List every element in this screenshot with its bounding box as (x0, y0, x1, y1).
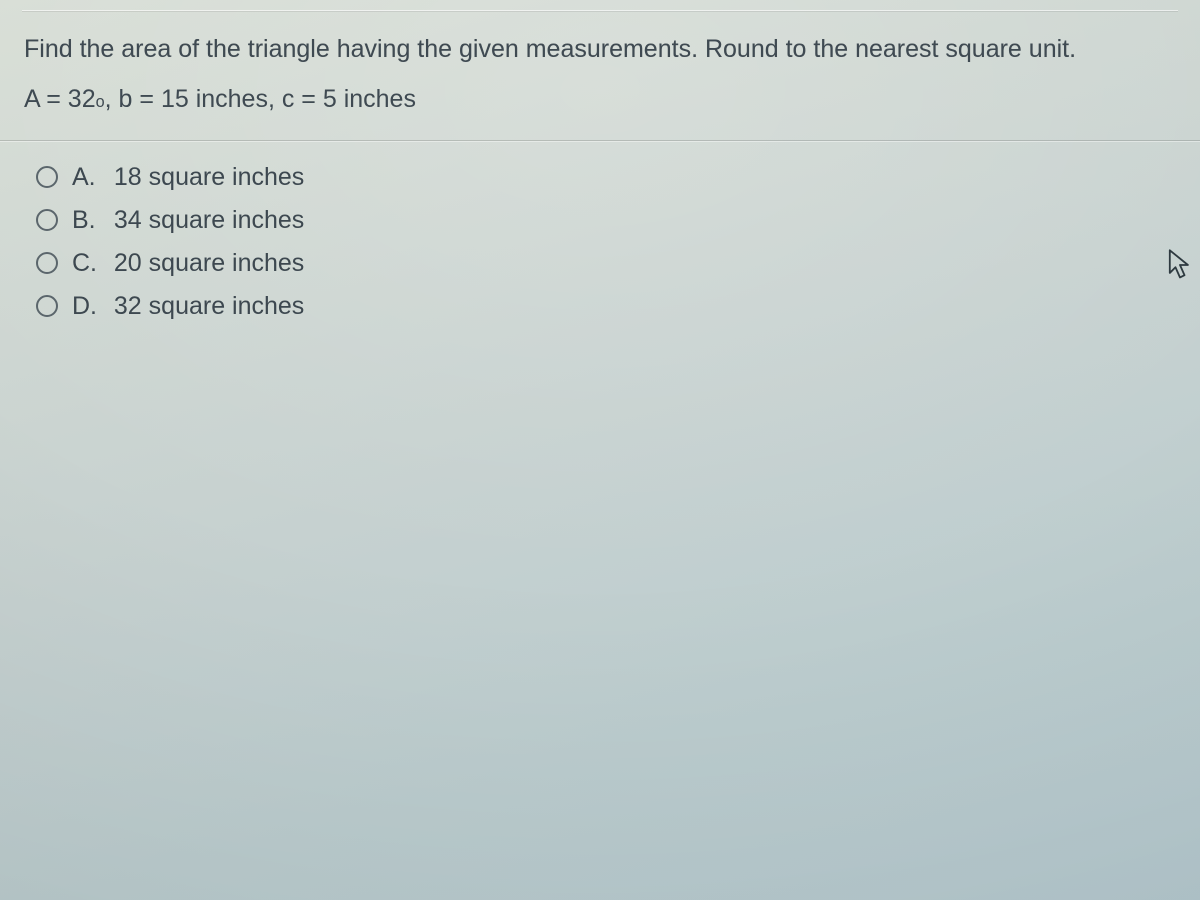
question-given: A = 32o, b = 15 inches, c = 5 inches (24, 85, 1176, 114)
given-prefix: A = 32 (24, 85, 96, 114)
option-c[interactable]: C. 20 square inches (36, 249, 1176, 278)
radio-a[interactable] (36, 166, 58, 188)
radio-b[interactable] (36, 209, 58, 231)
answers-block: A. 18 square inches B. 34 square inches … (0, 141, 1200, 321)
option-c-letter: C. (72, 249, 100, 278)
degree-symbol: o (96, 93, 105, 112)
option-a-text: 18 square inches (114, 163, 304, 191)
option-b[interactable]: B. 34 square inches (36, 206, 1176, 235)
option-d-text: 32 square inches (114, 292, 304, 320)
option-a-letter: A. (72, 163, 100, 192)
option-a-label: A. 18 square inches (72, 163, 304, 192)
option-c-text: 20 square inches (114, 249, 304, 277)
option-d[interactable]: D. 32 square inches (36, 292, 1176, 321)
question-panel: Find the area of the triangle having the… (0, 10, 1200, 335)
option-b-text: 34 square inches (114, 206, 304, 234)
option-d-label: D. 32 square inches (72, 292, 304, 321)
question-block: Find the area of the triangle having the… (0, 11, 1200, 134)
radio-d[interactable] (36, 295, 58, 317)
question-prompt: Find the area of the triangle having the… (24, 33, 1176, 67)
option-a[interactable]: A. 18 square inches (36, 163, 1176, 192)
option-c-label: C. 20 square inches (72, 249, 304, 278)
given-rest: , b = 15 inches, c = 5 inches (105, 85, 416, 114)
option-d-letter: D. (72, 292, 100, 321)
option-b-label: B. 34 square inches (72, 206, 304, 235)
option-b-letter: B. (72, 206, 100, 235)
radio-c[interactable] (36, 252, 58, 274)
